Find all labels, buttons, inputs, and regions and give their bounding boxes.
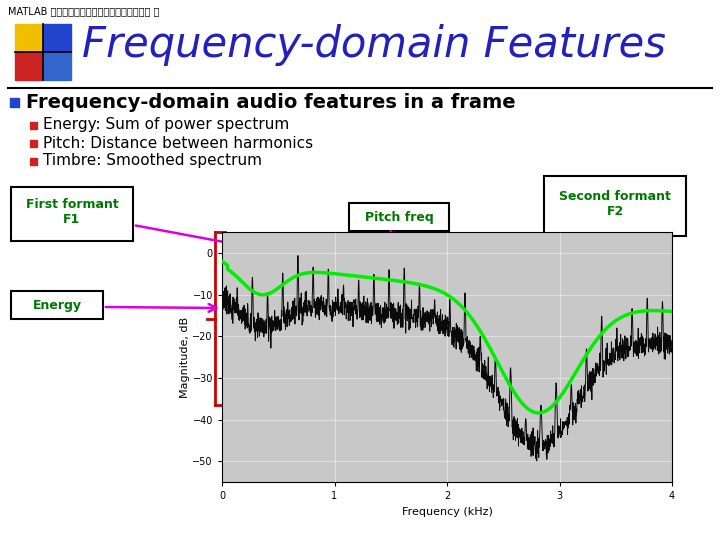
Text: Timbre: Smoothed spectrum: Timbre: Smoothed spectrum — [43, 153, 262, 168]
Bar — [30, 140, 37, 147]
Bar — [10, 98, 19, 107]
Bar — [30, 122, 37, 129]
FancyBboxPatch shape — [11, 187, 133, 241]
Text: Energy: Sum of power spectrum: Energy: Sum of power spectrum — [43, 118, 289, 132]
Bar — [43, 52, 71, 80]
Text: Frequency-domain Features: Frequency-domain Features — [82, 24, 666, 66]
Text: Energy: Energy — [32, 299, 81, 312]
Bar — [15, 24, 43, 52]
Text: First formant
F1: First formant F1 — [26, 198, 118, 226]
FancyBboxPatch shape — [544, 176, 686, 236]
Text: MATLAB 程式設計入門篇：音訊讀寫、錄製與播 放: MATLAB 程式設計入門篇：音訊讀寫、錄製與播 放 — [8, 6, 159, 16]
FancyBboxPatch shape — [349, 203, 449, 231]
Y-axis label: Magnitude, dB: Magnitude, dB — [180, 316, 189, 397]
Bar — [15, 52, 43, 80]
FancyBboxPatch shape — [11, 291, 103, 319]
Text: Second formant
F2: Second formant F2 — [559, 190, 671, 218]
X-axis label: Frequency (kHz): Frequency (kHz) — [402, 507, 492, 517]
Text: Pitch freq: Pitch freq — [364, 211, 433, 224]
Text: Frequency-domain audio features in a frame: Frequency-domain audio features in a fra… — [26, 92, 516, 111]
Text: Pitch: Distance between harmonics: Pitch: Distance between harmonics — [43, 136, 313, 151]
Bar — [30, 158, 37, 165]
Bar — [43, 24, 71, 52]
